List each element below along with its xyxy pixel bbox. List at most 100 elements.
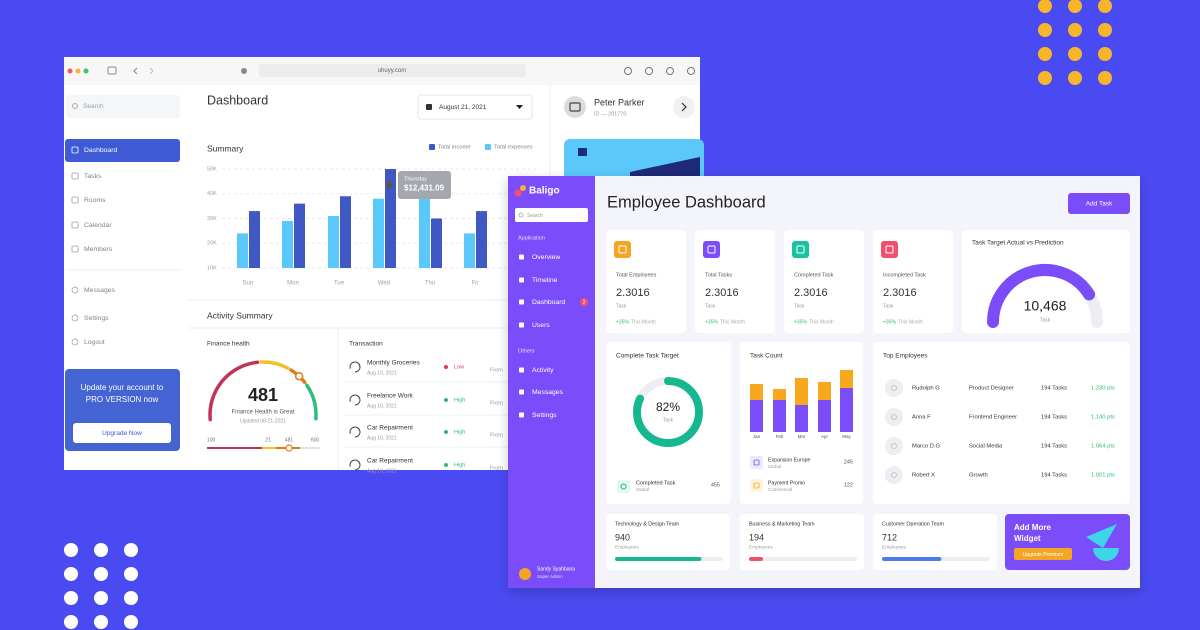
- decor-dot: [1038, 0, 1052, 13]
- nav-item[interactable]: Calendar: [84, 222, 112, 229]
- nav-item[interactable]: Messages: [84, 287, 116, 294]
- date: August 21, 2021: [439, 104, 487, 111]
- bar: [431, 218, 442, 268]
- decor-dot: [64, 567, 78, 581]
- transaction-icon: [349, 394, 361, 406]
- nav-back[interactable]: [133, 67, 138, 75]
- nav-item[interactable]: Messages: [532, 389, 564, 396]
- gauge-knob: [294, 371, 304, 381]
- priority-dot: [444, 365, 448, 369]
- priority-label: Low: [454, 364, 464, 370]
- add-task-button[interactable]: [1068, 193, 1130, 214]
- date-picker[interactable]: [417, 94, 533, 120]
- employee-role: Growth: [969, 473, 988, 479]
- user-role: Super Admin: [537, 574, 563, 579]
- stat-icon: [614, 241, 631, 258]
- nav-item[interactable]: Settings: [84, 315, 109, 322]
- scale-knob: [285, 444, 293, 452]
- bar: [294, 203, 305, 268]
- decor-dot: [64, 591, 78, 605]
- transaction-source: From: [490, 400, 503, 406]
- decor-dot: [1038, 47, 1052, 61]
- widget-button[interactable]: [1014, 548, 1072, 560]
- nav-forward[interactable]: [149, 67, 154, 75]
- nav-item[interactable]: Users: [532, 322, 550, 329]
- legend-swatch: [485, 144, 491, 150]
- new-tab-icon: [666, 67, 674, 75]
- transaction-name: Freelance Work: [367, 393, 414, 400]
- employee-points: 1.064 pts: [1091, 444, 1115, 450]
- calendar-icon: [426, 104, 432, 110]
- stat-icon-glyph: [618, 245, 627, 254]
- badge: [580, 298, 588, 306]
- item-value: 122: [844, 482, 853, 488]
- x-tick-label: Mar: [798, 434, 806, 439]
- transaction-source: From: [490, 367, 503, 373]
- bar: [464, 233, 475, 268]
- y-tick-label: 50K: [207, 166, 217, 172]
- transaction-date: Aug 10, 2021: [367, 403, 397, 409]
- nav-item[interactable]: Activity: [532, 367, 554, 374]
- nav-item[interactable]: Logout: [84, 339, 105, 346]
- bar: [373, 198, 384, 268]
- profile-name: Peter Parker: [594, 97, 645, 107]
- profile-next: [673, 96, 695, 118]
- team-card: [873, 514, 997, 570]
- upgrade-text: PRO VERSION now: [86, 395, 159, 404]
- finance-updated: Updated 08-21-2021: [240, 418, 286, 424]
- item-value: 455: [711, 482, 720, 488]
- nav-item[interactable]: Tasks: [84, 173, 102, 180]
- team-name: Business & Marketing Team: [749, 521, 815, 527]
- employee-name: Anna F: [912, 415, 931, 421]
- item-name: Expansion Europe: [768, 457, 811, 463]
- nav-item[interactable]: Members: [84, 246, 113, 253]
- employee-points: 1.001 pts: [1091, 473, 1115, 479]
- stat-period: This Month: [631, 319, 656, 325]
- x-tick-label: Tue: [334, 281, 345, 287]
- nav-icon: [71, 314, 79, 322]
- nav-item[interactable]: Settings: [532, 412, 557, 419]
- y-tick-label: 30K: [207, 216, 217, 222]
- nav-item[interactable]: Overview: [532, 254, 560, 261]
- search-box[interactable]: [66, 95, 180, 118]
- nav-item[interactable]: Dashboard: [532, 299, 565, 306]
- nav-icon: [71, 338, 79, 346]
- stat-icon-glyph: [885, 245, 894, 254]
- finance-status: Finance Health is Great: [231, 410, 294, 416]
- stat-label: Completed Task: [794, 272, 834, 278]
- avatar-glyph: [891, 385, 897, 391]
- gauge-value: 10,468: [1024, 298, 1067, 314]
- avatar-icon: [569, 102, 581, 112]
- nav-item[interactable]: Dashboard: [84, 147, 117, 154]
- bar-segment: [795, 378, 808, 405]
- item-sub: Global: [636, 487, 649, 492]
- search-icon: [72, 103, 78, 109]
- finance-value: 481: [248, 385, 278, 405]
- x-tick-label: Feb: [776, 434, 784, 439]
- employee-avatar: [885, 437, 903, 455]
- stat-unit: Task: [883, 303, 894, 309]
- card-title: Complete Task Target: [616, 353, 679, 360]
- priority-dot: [444, 463, 448, 467]
- url-bar[interactable]: [259, 64, 526, 77]
- nav-item[interactable]: Timeline: [532, 277, 558, 284]
- card-title: Top Employees: [883, 353, 928, 360]
- nav-active: [65, 139, 180, 162]
- user-avatar: [519, 568, 531, 580]
- x-tick-label: Jan: [753, 434, 761, 439]
- logo-mark: [514, 189, 522, 197]
- item-name: Completed Task: [636, 480, 676, 486]
- team-unit: Employees: [615, 544, 639, 550]
- item-sub: Commercial: [768, 487, 792, 492]
- bar: [385, 169, 396, 268]
- stat-value: 2.3016: [705, 287, 739, 299]
- stat-unit: Task: [794, 303, 805, 309]
- transaction-icon: [349, 361, 361, 373]
- bar: [419, 191, 430, 268]
- nav-item[interactable]: Rooms: [84, 197, 106, 204]
- search-box[interactable]: [515, 208, 588, 222]
- employee-role: Frontend Engineer: [969, 415, 1017, 421]
- upgrade-button[interactable]: [73, 423, 171, 443]
- legend-swatch: [429, 144, 435, 150]
- card-title: Task Count: [750, 353, 783, 360]
